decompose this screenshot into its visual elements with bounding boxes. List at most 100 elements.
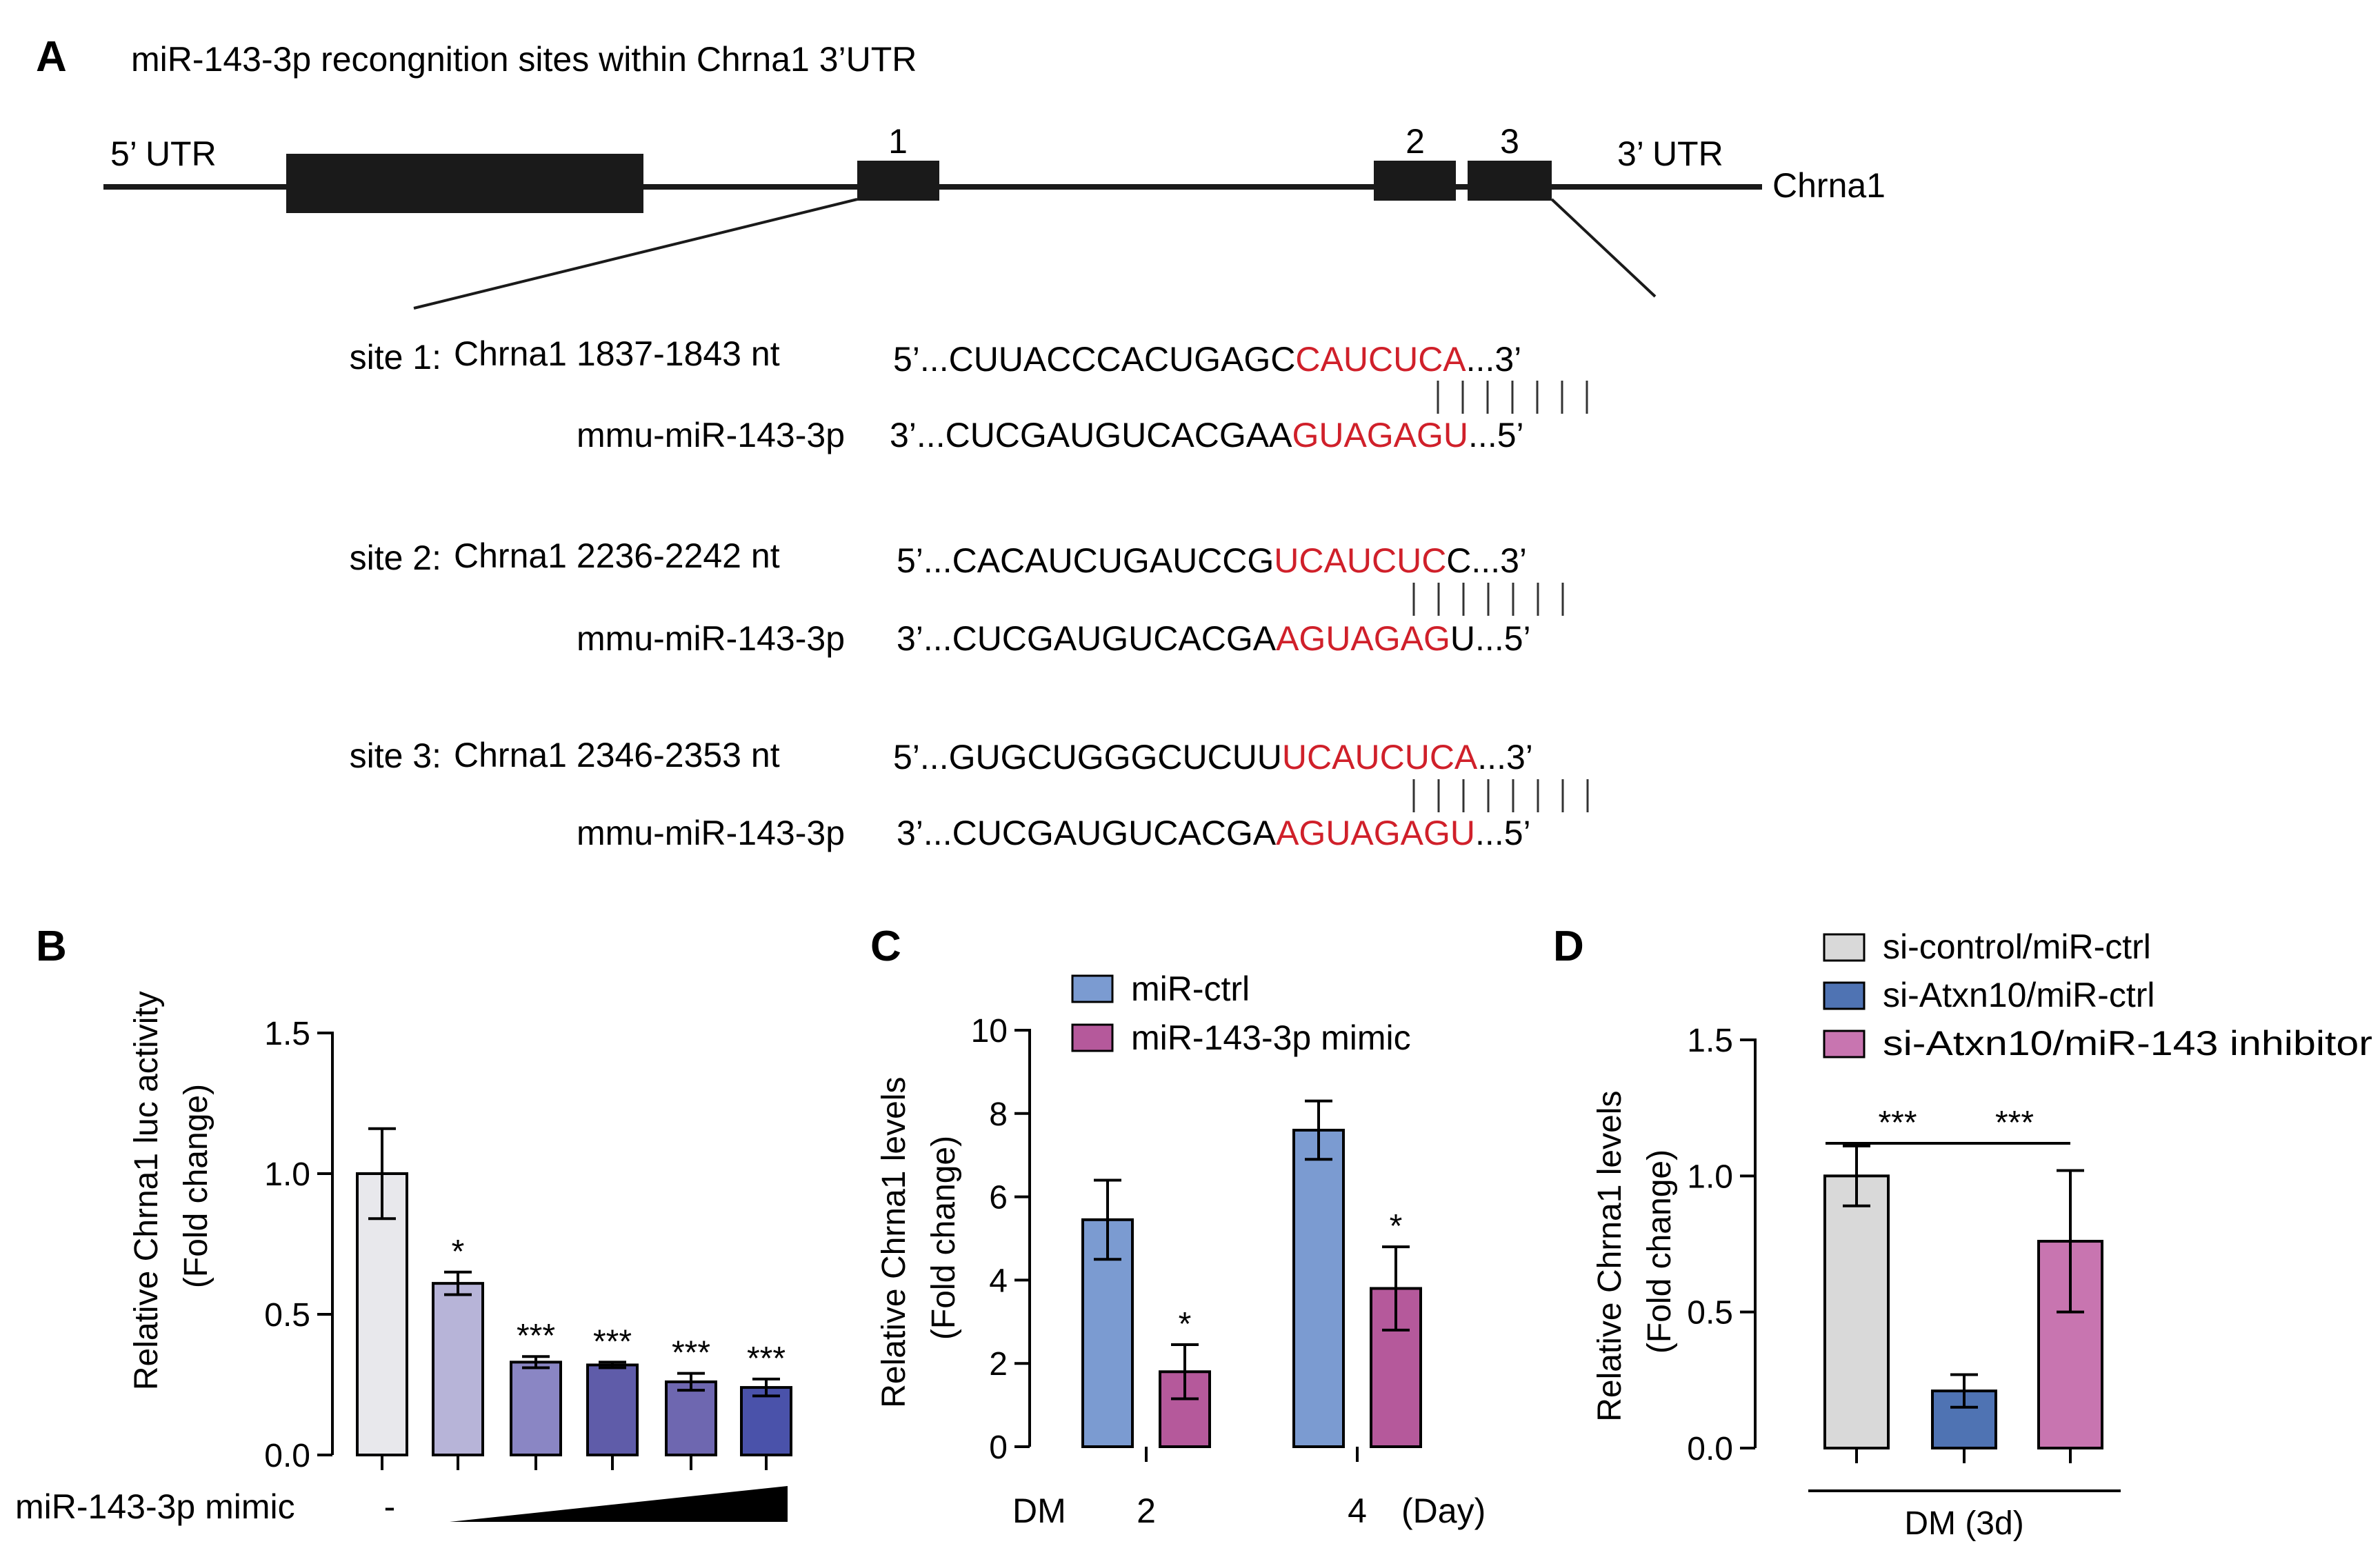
chart-d-significance: ***: [1878, 1105, 1917, 1141]
site-2-target: Chrna1 2236-2242 nt: [454, 536, 780, 575]
chart-c-y-tick-label: 8: [989, 1096, 1008, 1133]
site-3-top-suffix: ...3’: [1477, 738, 1533, 776]
chart-d-y-tick-label: 1.0: [1687, 1158, 1733, 1195]
chart-b: 0.00.51.01.5**** *** *** ***: [264, 1016, 792, 1474]
site-3-top-prefix: 5’...: [893, 738, 949, 776]
legend-d-label-0: si-control/miR-ctrl: [1883, 927, 2151, 966]
legend-c-label-0: miR-ctrl: [1131, 970, 1250, 1008]
site-1-mirna: mmu-miR-143-3p: [577, 416, 845, 454]
panel-d-letter: D: [1553, 923, 1584, 970]
chart-c-ylabel-line-2: (Fold change): [926, 1136, 962, 1340]
site-3: site 3: Chrna1 2346-2353 nt mmu-miR-143-…: [350, 736, 1589, 852]
chart-b-y-tick-label: 0.5: [264, 1297, 310, 1334]
panel-a-title: miR-143-3p recongnition sites within Chr…: [131, 40, 917, 79]
chart-c-y-tick-label: 10: [971, 1013, 1008, 1050]
chart-b-bar: [356, 1172, 408, 1456]
site-1-bot-seed: GUAGAGU: [1292, 416, 1468, 454]
chart-c-y-tick-label: 2: [989, 1346, 1008, 1383]
chart-b-bar: [510, 1361, 562, 1456]
site-box-2: [1374, 161, 1456, 201]
chart-c-bar: [1292, 1128, 1345, 1448]
chart-d-ylabel: Relative Chrna1 levels (Fold change): [1592, 1081, 1678, 1422]
zoom-line-right: [1550, 198, 1657, 298]
site-number-3: 3: [1500, 122, 1519, 161]
site-2: site 2: Chrna1 2236-2242 nt mmu-miR-143-…: [350, 536, 1564, 658]
exon-block: [286, 154, 643, 213]
zoom-line-left: [413, 198, 858, 310]
chart-d-significance: ***: [1995, 1105, 2034, 1141]
panel-d: D Relative Chrna1 levels (Fold change) 0…: [1553, 923, 2372, 1542]
legend-c-swatch-1: [1071, 1023, 1114, 1052]
site-box-3: [1468, 161, 1552, 201]
site-3-top-black: GUGCUGGGCUCUU: [949, 738, 1282, 776]
chart-c-x-prefix: DM: [1012, 1492, 1066, 1530]
chart-b-ylabel: Relative Chrna1 luc activity (Fold chang…: [128, 982, 214, 1390]
chart-d-ylabel-line-1: Relative Chrna1 levels: [1592, 1091, 1628, 1422]
chart-d-y-tick-label: 0.5: [1687, 1295, 1733, 1332]
site-1-top-black: CUUACCCACUGAGC: [949, 340, 1296, 379]
site-2-top-suffix: ...3’: [1471, 541, 1527, 580]
site-3-top-seed: UCAUCUCA: [1282, 738, 1478, 776]
site-2-label: site 2:: [350, 539, 441, 577]
site-1-target: Chrna1 1837-1843 nt: [454, 334, 780, 373]
site-3-bot-prefix: 3’...: [897, 814, 952, 852]
site-3-mirna-seq: 3’...CUCGAUGUCACGAAGUAGAGU...5’: [897, 814, 1531, 852]
panel-b-letter: B: [36, 923, 67, 970]
site-2-mirna-seq: 3’...CUCGAUGUCACGAAGUAGAGU...5’: [897, 619, 1531, 658]
legend-d-swatch-0: [1823, 933, 1866, 962]
chart-b-significance: *: [452, 1234, 465, 1270]
site-1-bot-black: CUCGAUGUCACGAA: [946, 416, 1292, 454]
chart-c-y-tick-label: 0: [989, 1429, 1008, 1466]
site-3-mirna: mmu-miR-143-3p: [577, 814, 845, 852]
panel-c-letter: C: [870, 923, 901, 970]
legend-c-label-1: miR-143-3p mimic: [1131, 1018, 1411, 1057]
mimic-dose-wedge: [450, 1486, 788, 1522]
chart-c-significance: *: [1390, 1208, 1403, 1245]
chart-c-x-unit: (Day): [1401, 1492, 1486, 1530]
panel-c: C Relative Chrna1 levels (Fold change) 0…: [870, 923, 1486, 1530]
site-2-top-black: CACAUCUGAUCCG: [952, 541, 1274, 580]
site-2-pairing-bars: [1412, 583, 1564, 616]
legend-d-label-1: si-Atxn10/miR-ctrl: [1883, 976, 2154, 1014]
chart-c-x-tick-label: 2: [1137, 1492, 1156, 1530]
site-1-pairing-bars: [1437, 381, 1588, 414]
site-1-top-seed: CAUCUCA: [1295, 340, 1466, 379]
panel-a: A miR-143-3p recongnition sites within C…: [36, 33, 1886, 852]
panel-a-letter: A: [36, 33, 67, 81]
site-box-1: [857, 161, 939, 201]
legend-c-swatch-0: [1071, 974, 1114, 1003]
chart-b-y-tick-label: 1.5: [264, 1016, 310, 1052]
chart-c: 0 2 4 6 8 10 * 2 * 4: [971, 1013, 1422, 1530]
legend-d-swatch-2: [1823, 1030, 1866, 1058]
legend-d-swatch-1: [1823, 981, 1866, 1010]
chart-d-y-tick-label: 1.5: [1687, 1023, 1733, 1059]
chart-b-control-mark: -: [384, 1487, 396, 1526]
utr5-label: 5’ UTR: [110, 134, 217, 173]
chart-b-significance: ***: [593, 1323, 632, 1360]
chart-b-y-tick-label: 0.0: [264, 1438, 310, 1474]
site-2-bot-prefix: 3’...: [897, 619, 952, 658]
site-number-2: 2: [1406, 122, 1425, 161]
site-3-target-seq: 5’...GUGCUGGGCUCUUUCAUCUCA...3’: [893, 738, 1533, 776]
chart-b-bar: [665, 1380, 717, 1457]
gene-label: Chrna1: [1772, 166, 1886, 205]
legend-d-label-2: si-Atxn10/miR-143 inhibitor: [1883, 1024, 2372, 1063]
chart-c-significance: *: [1179, 1306, 1192, 1343]
chart-d: 0.0 0.5 1.0 1.5 *** ***: [1687, 1023, 2103, 1467]
chart-b-bar: [432, 1282, 484, 1456]
site-2-bot-black: CUCGAUGUCACGA: [952, 619, 1277, 658]
utr3-label: 3’ UTR: [1617, 134, 1723, 173]
chart-b-bar: [740, 1386, 792, 1456]
site-1-top-prefix: 5’...: [893, 340, 949, 379]
site-3-pairing-bars: [1412, 779, 1589, 812]
site-1-bot-suffix: ...5’: [1468, 416, 1524, 454]
chart-c-x-tick-label: 4: [1348, 1492, 1367, 1530]
site-2-bot-tail: U: [1450, 619, 1475, 658]
site-2-bot-suffix: ...5’: [1475, 619, 1531, 658]
site-3-label: site 3:: [350, 736, 441, 775]
site-2-mirna: mmu-miR-143-3p: [577, 619, 845, 658]
chart-b-xlabel: miR-143-3p mimic: [15, 1487, 295, 1526]
chart-b-ylabel-line-1: Relative Chrna1 luc activity: [128, 991, 165, 1390]
site-1-mirna-seq: 3’...CUCGAUGUCACGAAGUAGAGU...5’: [890, 416, 1524, 454]
